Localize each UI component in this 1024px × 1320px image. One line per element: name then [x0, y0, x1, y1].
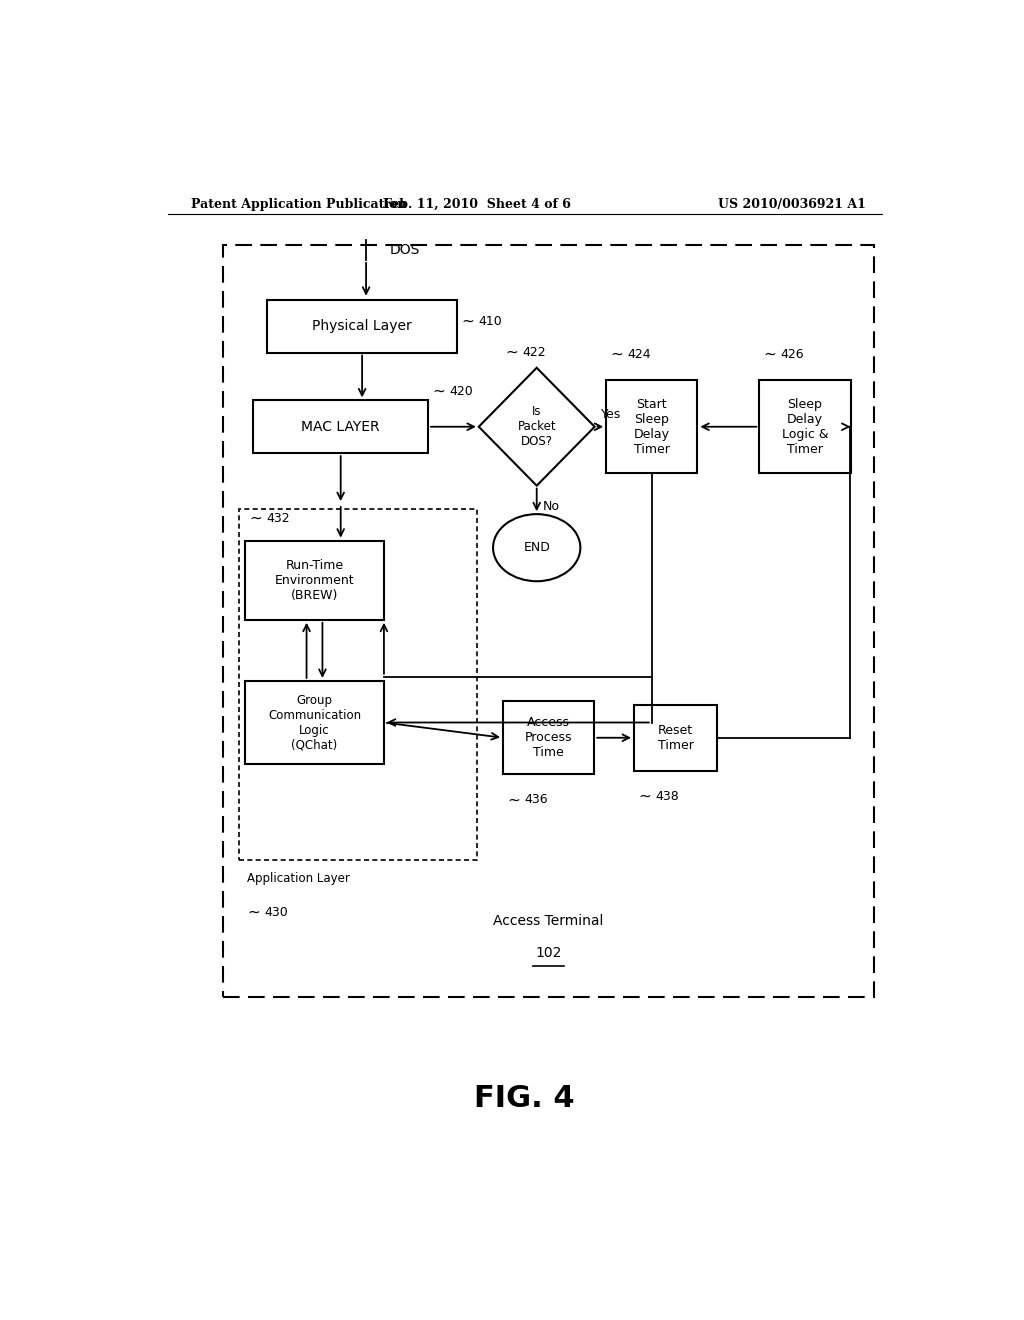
Text: Start
Sleep
Delay
Timer: Start Sleep Delay Timer — [634, 397, 670, 455]
Text: 420: 420 — [450, 384, 473, 397]
Text: DOS: DOS — [390, 243, 420, 257]
Text: Is
Packet
DOS?: Is Packet DOS? — [517, 405, 556, 449]
Text: ~: ~ — [249, 511, 262, 525]
Text: ~: ~ — [505, 345, 518, 360]
Text: ~: ~ — [461, 314, 474, 329]
FancyBboxPatch shape — [267, 300, 458, 352]
Polygon shape — [479, 368, 595, 486]
Ellipse shape — [493, 513, 581, 581]
Text: ~: ~ — [763, 347, 776, 362]
Text: Access Terminal: Access Terminal — [494, 913, 604, 928]
Text: Group
Communication
Logic
(QChat): Group Communication Logic (QChat) — [268, 693, 361, 751]
FancyBboxPatch shape — [503, 701, 594, 775]
FancyBboxPatch shape — [760, 380, 851, 474]
Text: FIG. 4: FIG. 4 — [474, 1084, 575, 1113]
Text: Reset
Timer: Reset Timer — [657, 723, 693, 752]
FancyBboxPatch shape — [240, 510, 477, 859]
Text: Patent Application Publication: Patent Application Publication — [191, 198, 407, 211]
Text: Application Layer: Application Layer — [247, 873, 350, 884]
Text: 422: 422 — [522, 346, 546, 359]
Text: ~: ~ — [432, 384, 444, 399]
FancyBboxPatch shape — [253, 400, 428, 453]
FancyBboxPatch shape — [245, 541, 384, 620]
Text: Access
Process
Time: Access Process Time — [525, 717, 572, 759]
Text: Run-Time
Environment
(BREW): Run-Time Environment (BREW) — [274, 558, 354, 602]
Text: 438: 438 — [655, 789, 679, 803]
Text: 430: 430 — [264, 906, 288, 919]
Text: 102: 102 — [536, 946, 562, 960]
Text: US 2010/0036921 A1: US 2010/0036921 A1 — [718, 198, 866, 211]
Text: 436: 436 — [524, 793, 548, 807]
Text: Physical Layer: Physical Layer — [312, 319, 412, 333]
FancyBboxPatch shape — [606, 380, 697, 474]
Text: Yes: Yes — [601, 408, 622, 421]
Text: 410: 410 — [479, 314, 503, 327]
Text: 426: 426 — [780, 348, 805, 362]
Text: ~: ~ — [638, 788, 650, 804]
Text: Sleep
Delay
Logic &
Timer: Sleep Delay Logic & Timer — [781, 397, 828, 455]
Text: ~: ~ — [610, 347, 623, 362]
Text: ~: ~ — [507, 792, 520, 808]
FancyBboxPatch shape — [223, 244, 873, 997]
Text: MAC LAYER: MAC LAYER — [301, 420, 380, 434]
Text: 432: 432 — [266, 512, 290, 525]
FancyBboxPatch shape — [245, 681, 384, 764]
Text: END: END — [523, 541, 550, 554]
Text: ~: ~ — [247, 906, 260, 920]
Text: 424: 424 — [628, 348, 651, 362]
Text: No: No — [543, 499, 560, 512]
FancyBboxPatch shape — [634, 705, 717, 771]
Text: Feb. 11, 2010  Sheet 4 of 6: Feb. 11, 2010 Sheet 4 of 6 — [383, 198, 571, 211]
